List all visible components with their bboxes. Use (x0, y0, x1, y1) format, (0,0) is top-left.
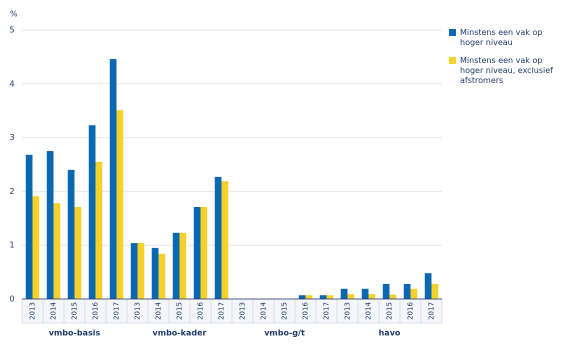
bar (137, 243, 145, 299)
group-label: vmbo-kader (153, 329, 207, 338)
y-tick-label: 2 (9, 187, 14, 196)
bar (179, 232, 187, 299)
x-tick-label: 2015 (71, 302, 79, 320)
y-tick-label: 1 (9, 241, 14, 250)
bar (158, 253, 166, 299)
bar (319, 295, 327, 299)
y-tick-label: 0 (9, 295, 14, 304)
x-tick-label: 2014 (50, 302, 58, 320)
bar (200, 207, 208, 299)
legend-item: Minstens een vak op hoger niveau, exclus… (449, 56, 567, 86)
legend-swatch (449, 29, 456, 36)
x-tick-label: 2016 (407, 302, 415, 320)
bar (347, 294, 355, 299)
x-tick-label: 2017 (323, 302, 331, 320)
group-label: vmbo-basis (49, 329, 101, 338)
bar (32, 196, 40, 299)
legend: Minstens een vak op hoger niveau Minstens… (449, 28, 567, 94)
group-label: havo (379, 329, 401, 338)
bar (361, 288, 369, 299)
y-axis-label: % (10, 10, 18, 19)
y-tick-label: 5 (9, 26, 14, 35)
bar (74, 207, 82, 299)
bar (95, 161, 103, 299)
x-tick-label: 2014 (155, 302, 163, 320)
bar (109, 59, 117, 299)
x-tick-label: 2017 (113, 302, 121, 320)
bar (431, 283, 439, 299)
bar (298, 295, 306, 299)
group-label: vmbo-g/t (264, 329, 305, 338)
legend-label: Minstens een vak op hoger niveau (460, 28, 543, 47)
y-tick-label: 3 (9, 133, 14, 142)
bar (130, 243, 138, 299)
bar (368, 294, 376, 299)
bar (151, 247, 159, 299)
x-tick-label: 2013 (29, 302, 37, 320)
bar (53, 203, 61, 299)
bar (410, 288, 418, 299)
x-tick-label: 2016 (92, 302, 100, 320)
bar (340, 288, 348, 299)
bar (326, 295, 334, 299)
x-tick-label: 2013 (239, 302, 247, 320)
x-tick-label: 2017 (428, 302, 436, 320)
bar (305, 295, 313, 299)
bar (193, 207, 201, 299)
legend-swatch (449, 57, 456, 64)
bar (172, 232, 180, 299)
x-tick-label: 2015 (386, 302, 394, 320)
bar (382, 283, 390, 299)
bar (67, 169, 75, 299)
bar (214, 176, 222, 299)
legend-label: Minstens een vak op hoger niveau, exclus… (460, 56, 553, 85)
y-tick-label: 4 (9, 79, 14, 88)
bar (389, 294, 397, 299)
x-tick-label: 2016 (302, 302, 310, 320)
bar (88, 125, 96, 299)
x-tick-label: 2016 (197, 302, 205, 320)
legend-item: Minstens een vak op hoger niveau (449, 28, 567, 48)
x-tick-label: 2015 (176, 302, 184, 320)
bar (424, 273, 432, 299)
x-tick-label: 2017 (218, 302, 226, 320)
bar (403, 283, 411, 299)
bar (46, 151, 54, 299)
bar (25, 154, 33, 299)
x-tick-label: 2013 (344, 302, 352, 320)
bar (221, 181, 229, 299)
x-tick-label: 2015 (281, 302, 289, 320)
x-tick-label: 2014 (260, 302, 268, 320)
x-tick-label: 2014 (365, 302, 373, 320)
bar (116, 110, 124, 299)
x-tick-label: 2013 (134, 302, 142, 320)
